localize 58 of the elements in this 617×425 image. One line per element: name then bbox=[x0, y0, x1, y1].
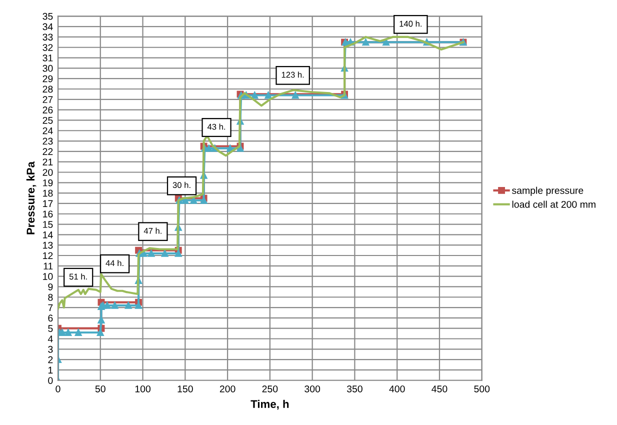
y-tick-label: 28 bbox=[42, 86, 53, 93]
x-tick-label: 200 bbox=[220, 385, 236, 392]
y-tick-label: 5 bbox=[48, 325, 53, 332]
x-tick-label: 50 bbox=[95, 385, 106, 392]
y-tick-label: 25 bbox=[42, 116, 53, 124]
x-tick-label: 100 bbox=[135, 385, 151, 392]
y-tick-label: 1 bbox=[48, 366, 53, 374]
y-tick-label: 7 bbox=[48, 304, 53, 312]
y-tick-label: 4 bbox=[48, 336, 53, 342]
y-tick-label: 0 bbox=[48, 377, 53, 384]
y-tick-label: 8 bbox=[48, 294, 53, 301]
y-tick-label: 14 bbox=[43, 232, 53, 238]
y-tick-label: 21 bbox=[42, 158, 53, 166]
y-tick-label: 30 bbox=[42, 64, 53, 72]
y-tick-label: 15 bbox=[43, 221, 53, 228]
y-tick-label: 27 bbox=[42, 96, 53, 103]
y-tick-label: 29 bbox=[42, 75, 53, 82]
annotation: 123 h. bbox=[282, 72, 304, 78]
y-tick-label: 24 bbox=[42, 127, 53, 134]
y-tick-label: 17 bbox=[43, 200, 53, 207]
x-tick-label: 350 bbox=[346, 385, 362, 392]
x-axis-title: Time, h bbox=[250, 400, 289, 410]
y-tick-label: 16 bbox=[43, 210, 53, 218]
y-tick-label: 33 bbox=[42, 34, 53, 41]
annotation: 51 h. bbox=[69, 273, 87, 280]
x-tick-label: 150 bbox=[178, 385, 193, 392]
y-tick-label: 9 bbox=[48, 283, 53, 290]
x-tick-label: 500 bbox=[474, 385, 490, 392]
y-tick-label: 11 bbox=[44, 262, 53, 270]
y-tick-label: 2 bbox=[48, 356, 53, 364]
legend-label: sample pressure bbox=[512, 186, 584, 196]
y-tick-label: 20 bbox=[42, 168, 53, 176]
y-tick-label: 18 bbox=[43, 190, 53, 197]
annotation: 44 h. bbox=[106, 260, 124, 266]
y-axis-title: Pressure, kPa bbox=[26, 161, 36, 234]
y-tick-label: 12 bbox=[43, 252, 53, 260]
annotation: 43 h. bbox=[207, 124, 226, 130]
y-tick-label: 23 bbox=[42, 138, 53, 145]
x-tick-label: 450 bbox=[432, 385, 448, 392]
y-tick-label: 26 bbox=[42, 106, 53, 114]
y-tick-label: 31 bbox=[42, 54, 53, 62]
y-tick-label: 3 bbox=[48, 346, 53, 353]
x-tick-label: 300 bbox=[304, 385, 320, 392]
x-tick-label: 400 bbox=[389, 385, 405, 392]
y-tick-label: 19 bbox=[43, 179, 53, 186]
y-tick-label: 6 bbox=[48, 314, 53, 322]
y-tick-label: 13 bbox=[43, 242, 53, 249]
x-tick-label: 0 bbox=[56, 385, 60, 392]
y-tick-label: 34 bbox=[42, 23, 53, 30]
annotation: 47 h. bbox=[144, 228, 162, 234]
y-tick-label: 10 bbox=[43, 273, 53, 280]
legend-label: load cell at 200 mm bbox=[512, 200, 596, 208]
y-tick-label: 22 bbox=[42, 148, 53, 155]
y-tick-label: 32 bbox=[42, 44, 53, 51]
annotation: 30 h. bbox=[172, 182, 190, 188]
x-tick-label: 250 bbox=[262, 385, 278, 392]
y-tick-label: 35 bbox=[42, 12, 53, 20]
annotation: 140 h. bbox=[400, 20, 422, 27]
